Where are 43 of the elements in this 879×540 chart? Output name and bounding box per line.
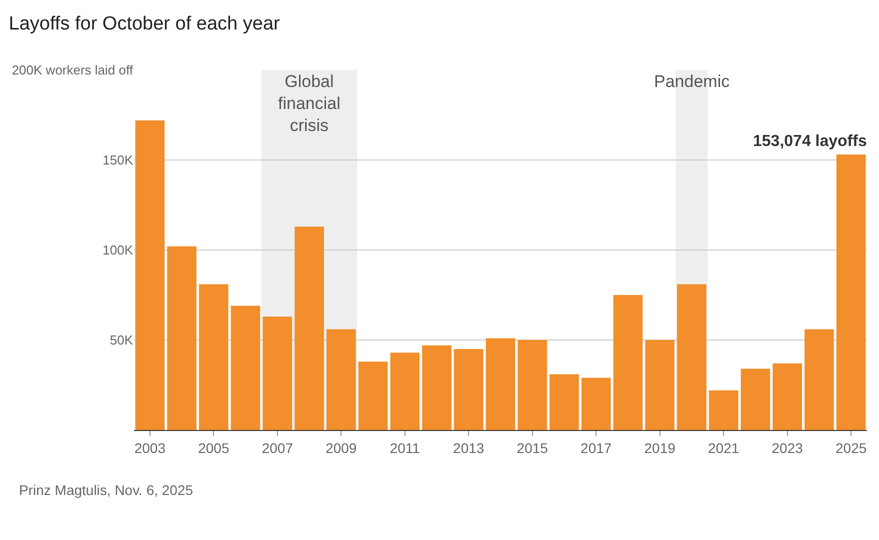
x-tick-label: 2011 <box>390 440 420 456</box>
text: Prinz Magtulis, Nov. 6, 2025 <box>19 482 194 498</box>
bar <box>772 363 802 430</box>
bar <box>836 154 866 430</box>
bar <box>550 374 579 430</box>
bar <box>518 340 548 430</box>
y-tick-label: 100K <box>102 242 134 258</box>
band-label: Global financial crisis <box>278 72 340 136</box>
bar <box>294 226 324 430</box>
x-tick-label: 2017 <box>580 440 612 456</box>
y-tick-label: 50K <box>110 332 134 348</box>
y-tick-label: 200K workers laid off <box>12 62 134 78</box>
bar <box>230 306 260 430</box>
bar <box>486 338 516 430</box>
bar <box>581 378 611 430</box>
bar <box>708 390 738 430</box>
band-label: Pandemic <box>654 72 730 91</box>
bar <box>167 246 196 430</box>
bar <box>326 329 356 430</box>
bar <box>804 329 834 430</box>
bar <box>740 368 770 430</box>
x-tick-label: 2023 <box>772 440 804 456</box>
bar <box>199 284 228 430</box>
bar <box>358 362 388 430</box>
y-tick-label: 150K <box>102 152 134 168</box>
chart-title: Layoffs for October of each year <box>8 14 281 34</box>
x-tick-label: 2005 <box>198 440 230 456</box>
bar <box>422 345 452 430</box>
annotation: 153,074 layoffs <box>753 133 867 150</box>
x-tick-label: 2013 <box>453 440 484 456</box>
x-tick-label: 2025 <box>835 440 867 456</box>
x-tick-label: 2021 <box>708 440 740 456</box>
x-tick-label: 2009 <box>326 440 357 456</box>
bar <box>645 340 675 430</box>
bar <box>613 295 643 430</box>
x-tick-label: 2019 <box>644 440 676 456</box>
bar <box>135 120 165 430</box>
bar <box>454 349 484 430</box>
x-tick-label: 2007 <box>262 440 294 456</box>
x-tick-label: 2003 <box>134 440 166 456</box>
bar <box>262 316 292 430</box>
bar <box>390 352 420 430</box>
x-tick-label: 2015 <box>516 440 548 456</box>
